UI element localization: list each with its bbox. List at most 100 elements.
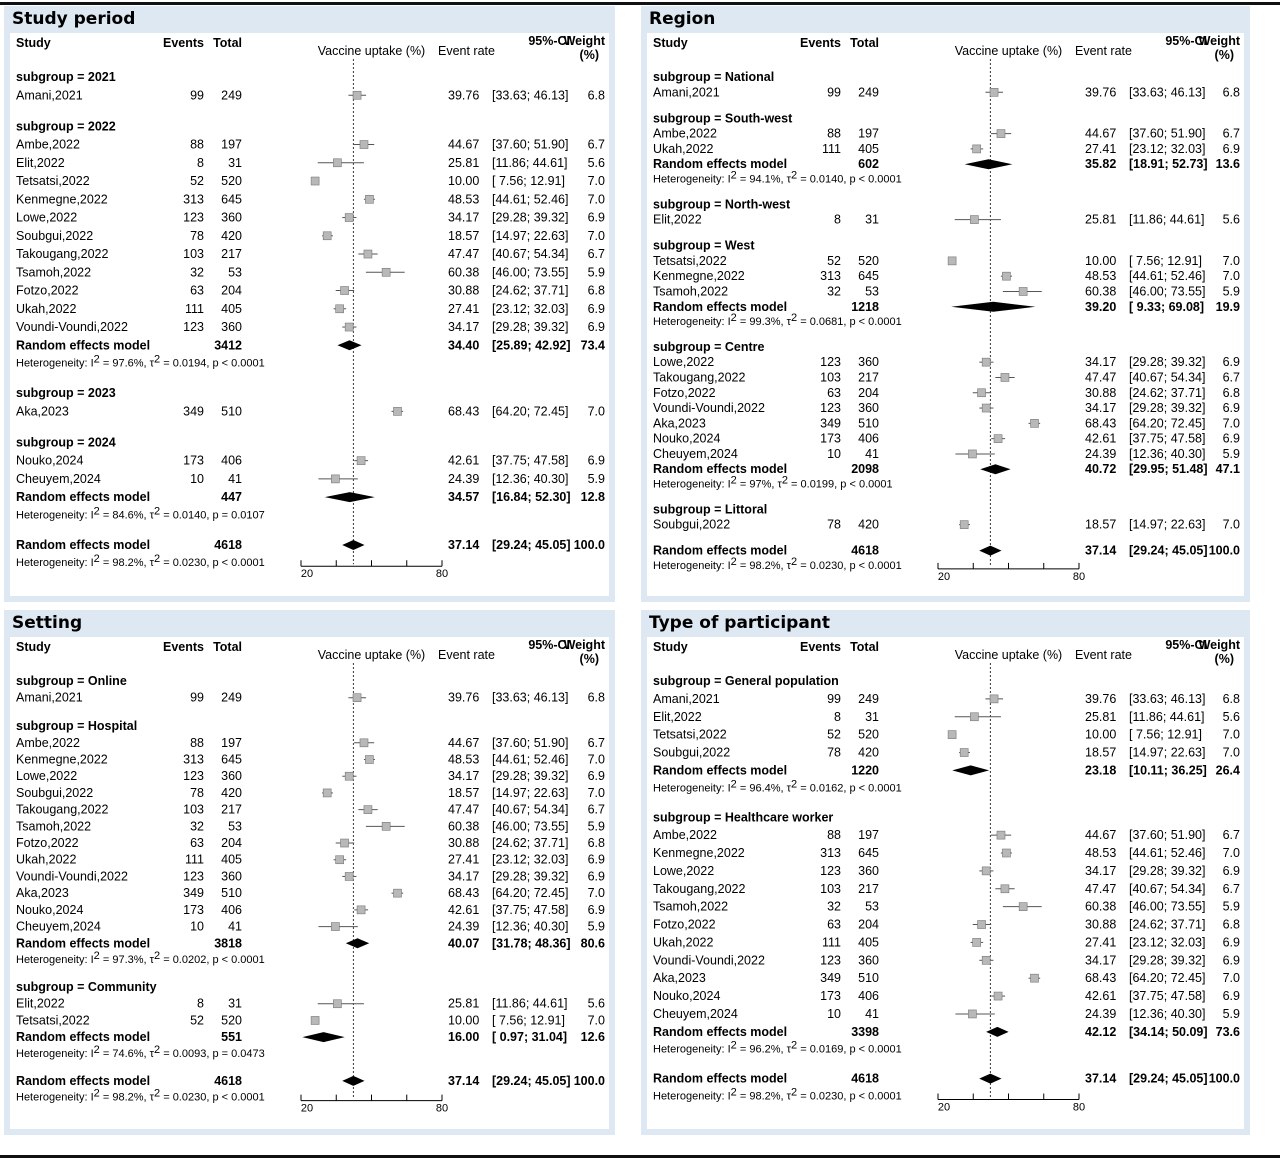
model-label: Random effects model [653, 462, 787, 476]
het-equals: = [100, 1092, 113, 1104]
event-rate-value: 24.39 [448, 472, 479, 486]
point-estimate-square [993, 434, 1003, 443]
tau2-symbol: , τ [781, 782, 792, 794]
ci-value: [40.67; 54.34] [1129, 882, 1205, 896]
ci-value: [ 9.33; 69.08] [1129, 300, 1204, 314]
events-value: 8 [834, 710, 841, 724]
x-tick-label: 80 [436, 1103, 448, 1115]
weight-value: 7.0 [1223, 746, 1240, 760]
weight-value: 7.0 [588, 174, 605, 188]
events-value: 8 [834, 213, 841, 227]
total-value: 197 [858, 127, 879, 141]
het-sep: , [206, 954, 212, 966]
het-equals: = [160, 1092, 173, 1104]
total-value: 447 [221, 490, 242, 504]
x-tick-label: 20 [301, 1103, 313, 1115]
events-value: 313 [183, 192, 204, 206]
event-rate-value: 37.14 [1085, 1072, 1116, 1086]
subgroup-label: subgroup = 2024 [16, 435, 116, 449]
subgroup-label: subgroup = Community [16, 980, 157, 994]
ci-value: [37.60; 51.90] [1129, 828, 1205, 842]
total-value: 204 [858, 918, 879, 932]
pooled-estimate-diamond [979, 545, 1002, 556]
i2-symbol: I [728, 1044, 731, 1056]
point-estimate-square [1002, 848, 1011, 858]
point-estimate-square [970, 712, 979, 722]
col-header-event-rate: Event rate [1075, 44, 1132, 58]
study-label: Amani,2021 [16, 691, 83, 705]
model-label: Random effects model [16, 1030, 150, 1044]
tau2-symbol: , τ [781, 560, 792, 572]
event-rate-value: 40.07 [448, 936, 479, 950]
het-equals: = [737, 1044, 750, 1056]
p-value: < 0.0001 [856, 316, 902, 328]
pooled-estimate-diamond [979, 1073, 1002, 1084]
ci-value: [40.67; 54.34] [1129, 370, 1205, 384]
p-symbol: p [212, 954, 218, 966]
study-label: Tsamoh,2022 [653, 284, 728, 298]
i2-symbol: I [91, 509, 94, 521]
weight-value: 7.0 [1223, 254, 1240, 268]
weight-value: 80.6 [581, 936, 605, 950]
het-sep: , [834, 479, 840, 491]
het-prefix: Heterogeneity: [653, 316, 728, 328]
event-rate-value: 42.61 [1085, 432, 1116, 446]
event-rate-value: 10.00 [1085, 254, 1116, 268]
point-estimate-square [981, 357, 991, 367]
ci-value: [29.28; 39.32] [492, 211, 568, 225]
point-estimate-square [989, 694, 999, 704]
p-value: < 0.0001 [846, 479, 892, 491]
total-value: 3818 [214, 936, 242, 950]
col-header-study: Study [653, 36, 688, 50]
total-value: 53 [228, 265, 242, 279]
ci-value: [29.24; 45.05] [1129, 544, 1208, 558]
weight-value: 12.8 [581, 490, 605, 504]
heterogeneity-stats: Heterogeneity: I2 = 97.3%, τ2 = 0.0202, … [16, 950, 265, 966]
i2-value: 97% [749, 479, 771, 491]
tau2-symbol: , τ [144, 1092, 155, 1104]
subgroup-label: subgroup = West [653, 239, 755, 253]
total-value: 197 [221, 138, 242, 152]
total-value: 405 [858, 935, 879, 949]
event-rate-value: 10.00 [448, 174, 479, 188]
het-equals: = [737, 1091, 750, 1103]
ci-value: [23.12; 32.03] [492, 302, 568, 316]
point-estimate-square [365, 755, 374, 764]
pooled-estimate-diamond [952, 765, 990, 776]
total-value: 510 [858, 416, 879, 430]
col-header-event-rate: Event rate [438, 44, 495, 58]
study-label: Ukah,2022 [653, 142, 714, 156]
event-rate-value: 60.38 [448, 819, 479, 833]
study-label: Cheuyem,2024 [653, 1007, 738, 1021]
panel-region: Region Study Events Total Vaccine uptake (%… [641, 6, 1250, 602]
total-value: 31 [865, 213, 879, 227]
events-value: 111 [822, 935, 841, 949]
events-value: 78 [827, 746, 841, 760]
p-value: = 0.0107 [219, 509, 265, 521]
weight-value: 6.7 [588, 803, 605, 817]
ci-value: [29.28; 39.32] [1129, 953, 1205, 967]
total-value: 420 [221, 229, 242, 243]
weight-value: 12.6 [581, 1030, 605, 1044]
tau2-symbol: , τ [781, 173, 792, 185]
total-value: 645 [858, 846, 879, 860]
heterogeneity-stats: Heterogeneity: I2 = 98.2%, τ2 = 0.0230, … [16, 553, 265, 569]
i2-superscript: 2 [731, 1040, 737, 1052]
i2-symbol: I [728, 782, 731, 794]
study-label: Fotzo,2022 [16, 836, 79, 850]
het-sep: , [843, 173, 849, 185]
point-estimate-square [1018, 902, 1028, 911]
events-value: 123 [183, 320, 204, 334]
ci-value: [ 7.56; 12.91] [1129, 254, 1202, 268]
event-rate-value: 37.14 [448, 1074, 479, 1088]
point-estimate-square [335, 855, 344, 865]
total-value: 406 [858, 989, 879, 1003]
point-estimate-square [977, 388, 986, 398]
forest-plot-area: Study Events Total Vaccine uptake (%) Event … [647, 33, 1244, 596]
pooled-estimate-diamond [951, 301, 1036, 312]
events-value: 52 [190, 1013, 204, 1027]
tau2-superscript: 2 [791, 169, 797, 181]
ci-value: [29.28; 39.32] [1129, 401, 1205, 415]
het-equals: = [100, 1048, 113, 1060]
study-label: Cheuyem,2024 [653, 447, 738, 461]
